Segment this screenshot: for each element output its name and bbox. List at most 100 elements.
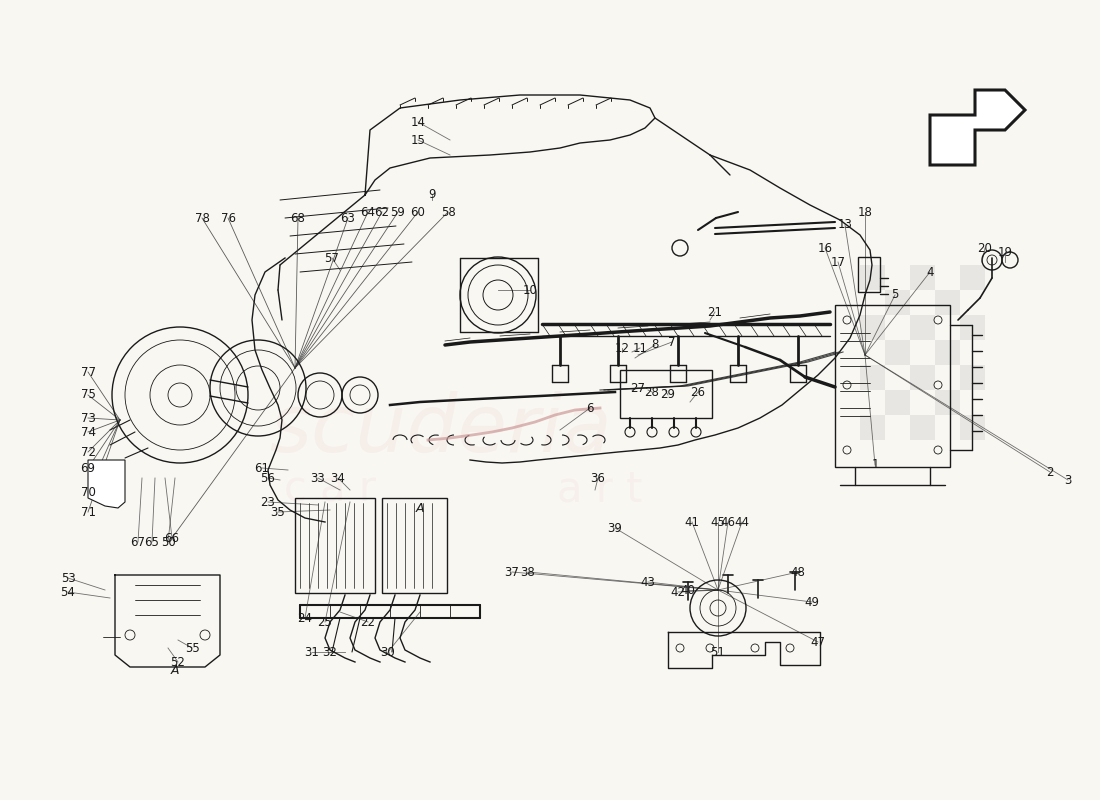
- Text: 49: 49: [804, 595, 820, 609]
- Text: 26: 26: [691, 386, 705, 398]
- Text: 18: 18: [858, 206, 872, 218]
- Text: 8: 8: [651, 338, 659, 351]
- Text: 42: 42: [671, 586, 685, 598]
- Bar: [960, 265, 984, 290]
- Text: 29: 29: [660, 389, 675, 402]
- Polygon shape: [88, 460, 125, 508]
- Text: 17: 17: [830, 255, 846, 269]
- Text: 75: 75: [80, 389, 96, 402]
- Text: 10: 10: [522, 283, 538, 297]
- Bar: [295, 498, 375, 593]
- Bar: [960, 315, 984, 340]
- Text: 64: 64: [361, 206, 375, 218]
- Text: 31: 31: [305, 646, 319, 658]
- Text: 69: 69: [80, 462, 96, 474]
- Text: 37: 37: [505, 566, 519, 578]
- Text: 2: 2: [1046, 466, 1054, 478]
- Text: 19: 19: [998, 246, 1012, 258]
- Text: 73: 73: [80, 411, 96, 425]
- Bar: [886, 340, 910, 365]
- Text: 58: 58: [441, 206, 455, 218]
- Text: 62: 62: [374, 206, 389, 218]
- Text: 14: 14: [410, 115, 426, 129]
- Text: 65: 65: [144, 535, 159, 549]
- Text: A: A: [170, 663, 179, 677]
- Text: 24: 24: [297, 611, 312, 625]
- Text: 57: 57: [324, 251, 340, 265]
- Text: 9: 9: [428, 189, 436, 202]
- Bar: [860, 415, 886, 440]
- Text: 6: 6: [586, 402, 594, 414]
- Text: a r t: a r t: [558, 469, 642, 511]
- Bar: [620, 370, 712, 418]
- Text: A: A: [416, 502, 425, 514]
- Text: 7: 7: [669, 335, 675, 349]
- Bar: [910, 365, 935, 390]
- Text: 34: 34: [331, 471, 345, 485]
- Text: 46: 46: [720, 515, 736, 529]
- Text: 63: 63: [341, 211, 355, 225]
- Text: 15: 15: [410, 134, 426, 146]
- Text: 21: 21: [707, 306, 723, 318]
- Text: 33: 33: [310, 471, 326, 485]
- Text: 53: 53: [60, 571, 76, 585]
- Text: 61: 61: [254, 462, 270, 474]
- Text: 72: 72: [80, 446, 96, 458]
- Text: 76: 76: [220, 211, 235, 225]
- Text: 43: 43: [640, 575, 656, 589]
- Text: 25: 25: [318, 615, 332, 629]
- Text: 52: 52: [170, 655, 186, 669]
- Bar: [835, 305, 950, 467]
- Text: 50: 50: [161, 535, 175, 549]
- Bar: [935, 390, 960, 415]
- Bar: [858, 257, 880, 292]
- Text: 47: 47: [811, 635, 825, 649]
- Text: 11: 11: [632, 342, 648, 354]
- Text: 36: 36: [591, 471, 605, 485]
- Text: 32: 32: [322, 646, 338, 658]
- Text: c a r: c a r: [284, 469, 376, 511]
- Text: 48: 48: [791, 566, 805, 578]
- Text: 68: 68: [290, 211, 306, 225]
- Text: 77: 77: [80, 366, 96, 378]
- Text: 38: 38: [520, 566, 536, 578]
- Text: 35: 35: [271, 506, 285, 518]
- Text: 54: 54: [60, 586, 76, 598]
- Text: scuderia: scuderia: [268, 391, 612, 469]
- Text: 1: 1: [871, 458, 879, 471]
- Text: 70: 70: [80, 486, 96, 498]
- Text: 23: 23: [261, 495, 275, 509]
- Bar: [935, 340, 960, 365]
- Text: 20: 20: [978, 242, 992, 254]
- Text: 39: 39: [607, 522, 623, 534]
- Bar: [860, 265, 886, 290]
- Text: 45: 45: [711, 515, 725, 529]
- Text: 12: 12: [615, 342, 629, 354]
- Bar: [886, 390, 910, 415]
- Text: 3: 3: [1065, 474, 1071, 486]
- Text: 13: 13: [837, 218, 852, 231]
- Text: 66: 66: [165, 531, 179, 545]
- Polygon shape: [930, 90, 1025, 165]
- Text: 60: 60: [410, 206, 426, 218]
- Text: 51: 51: [711, 646, 725, 658]
- Text: 59: 59: [390, 206, 406, 218]
- Text: 67: 67: [131, 535, 145, 549]
- Bar: [960, 365, 984, 390]
- Bar: [935, 290, 960, 315]
- Text: 27: 27: [630, 382, 646, 394]
- Text: 56: 56: [261, 471, 275, 485]
- Bar: [382, 498, 447, 593]
- Text: 22: 22: [361, 615, 375, 629]
- Bar: [910, 315, 935, 340]
- Text: 74: 74: [80, 426, 96, 438]
- Bar: [960, 415, 984, 440]
- Bar: [860, 365, 886, 390]
- Text: 40: 40: [681, 583, 695, 597]
- Text: 30: 30: [381, 646, 395, 658]
- Text: 71: 71: [80, 506, 96, 518]
- Bar: [886, 290, 910, 315]
- Text: 78: 78: [195, 211, 209, 225]
- Text: 55: 55: [185, 642, 199, 654]
- Text: 16: 16: [817, 242, 833, 254]
